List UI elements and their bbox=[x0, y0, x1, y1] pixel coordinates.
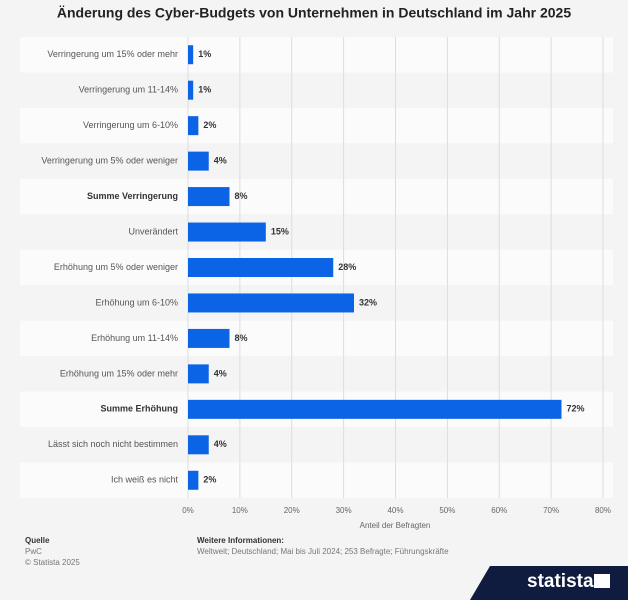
row-band bbox=[20, 462, 613, 498]
y-tick-label: Erhöhung um 6-10% bbox=[95, 297, 178, 307]
bar bbox=[188, 293, 354, 313]
bar bbox=[188, 151, 209, 171]
row-band bbox=[20, 72, 613, 108]
value-label: 2% bbox=[203, 475, 216, 485]
bar bbox=[188, 45, 194, 65]
row-band bbox=[20, 107, 613, 144]
logo-icon bbox=[594, 574, 610, 588]
value-label: 1% bbox=[198, 49, 211, 59]
y-tick-label: Verringerung um 11-14% bbox=[79, 85, 178, 95]
value-label: 4% bbox=[214, 439, 227, 449]
y-tick-label: Lässt sich noch nicht bestimmen bbox=[48, 439, 178, 449]
bar bbox=[188, 435, 209, 455]
y-tick-label: Verringerung um 6-10% bbox=[83, 120, 178, 130]
y-tick-label: Ich weiß es nicht bbox=[111, 475, 179, 485]
x-axis-label: Anteil der Befragten bbox=[360, 521, 431, 530]
y-tick-label: Erhöhung um 11-14% bbox=[91, 333, 178, 343]
source-heading: Quelle bbox=[25, 536, 50, 545]
y-tick-label: Erhöhung um 15% oder mehr bbox=[60, 368, 178, 378]
logo-bg bbox=[470, 566, 628, 600]
value-label: 28% bbox=[338, 262, 356, 272]
info: Weltweit; Deutschland; Mai bis Juli 2024… bbox=[197, 547, 449, 556]
x-tick-label: 20% bbox=[284, 506, 300, 515]
x-tick-label: 70% bbox=[543, 506, 559, 515]
row-band bbox=[20, 427, 613, 463]
value-label: 8% bbox=[235, 333, 248, 343]
info-heading: Weitere Informationen: bbox=[197, 536, 284, 545]
x-tick-label: 80% bbox=[595, 506, 611, 515]
x-tick-label: 30% bbox=[336, 506, 352, 515]
x-tick-label: 10% bbox=[232, 506, 248, 515]
value-label: 32% bbox=[359, 297, 377, 307]
bar bbox=[188, 80, 194, 100]
bar bbox=[188, 470, 199, 490]
value-label: 15% bbox=[271, 226, 289, 236]
value-label: 72% bbox=[567, 404, 585, 414]
value-label: 8% bbox=[235, 191, 248, 201]
bar bbox=[188, 222, 266, 242]
x-tick-label: 50% bbox=[439, 506, 455, 515]
bar bbox=[188, 116, 199, 136]
bar bbox=[188, 399, 562, 419]
plot-area: 0% 10% 20% 30% 40% 50% 60% 70% 80% Verringerung u… bbox=[20, 37, 613, 515]
logo[interactable]: statista bbox=[527, 571, 594, 592]
y-tick-label: Verringerung um 15% oder mehr bbox=[47, 49, 178, 59]
row-band bbox=[20, 320, 613, 357]
row-band bbox=[20, 356, 613, 392]
row-band bbox=[20, 214, 613, 250]
value-label: 4% bbox=[214, 155, 227, 165]
source: PwC bbox=[25, 547, 42, 556]
y-tick-label: Summe Erhöhung bbox=[100, 404, 178, 414]
bar bbox=[188, 187, 230, 207]
chart-title: Änderung des Cyber-Budgets von Unternehm… bbox=[57, 5, 571, 21]
value-label: 4% bbox=[214, 368, 227, 378]
value-label: 2% bbox=[203, 120, 216, 130]
y-tick-label: Erhöhung um 5% oder weniger bbox=[54, 262, 178, 272]
x-tick-label: 0% bbox=[182, 506, 194, 515]
value-label: 1% bbox=[198, 85, 211, 95]
copyright: © Statista 2025 bbox=[25, 558, 80, 567]
row-band bbox=[20, 143, 613, 179]
bar bbox=[188, 364, 209, 384]
row-band bbox=[20, 37, 613, 73]
row-band bbox=[20, 178, 613, 215]
bar bbox=[188, 258, 334, 277]
x-tick-label: 40% bbox=[387, 506, 403, 515]
x-tick-label: 60% bbox=[491, 506, 507, 515]
bar bbox=[188, 328, 230, 348]
y-tick-label: Unverändert bbox=[128, 226, 178, 236]
y-tick-label: Verringerung um 5% oder weniger bbox=[41, 155, 178, 165]
y-tick-label: Summe Verringerung bbox=[87, 191, 178, 201]
